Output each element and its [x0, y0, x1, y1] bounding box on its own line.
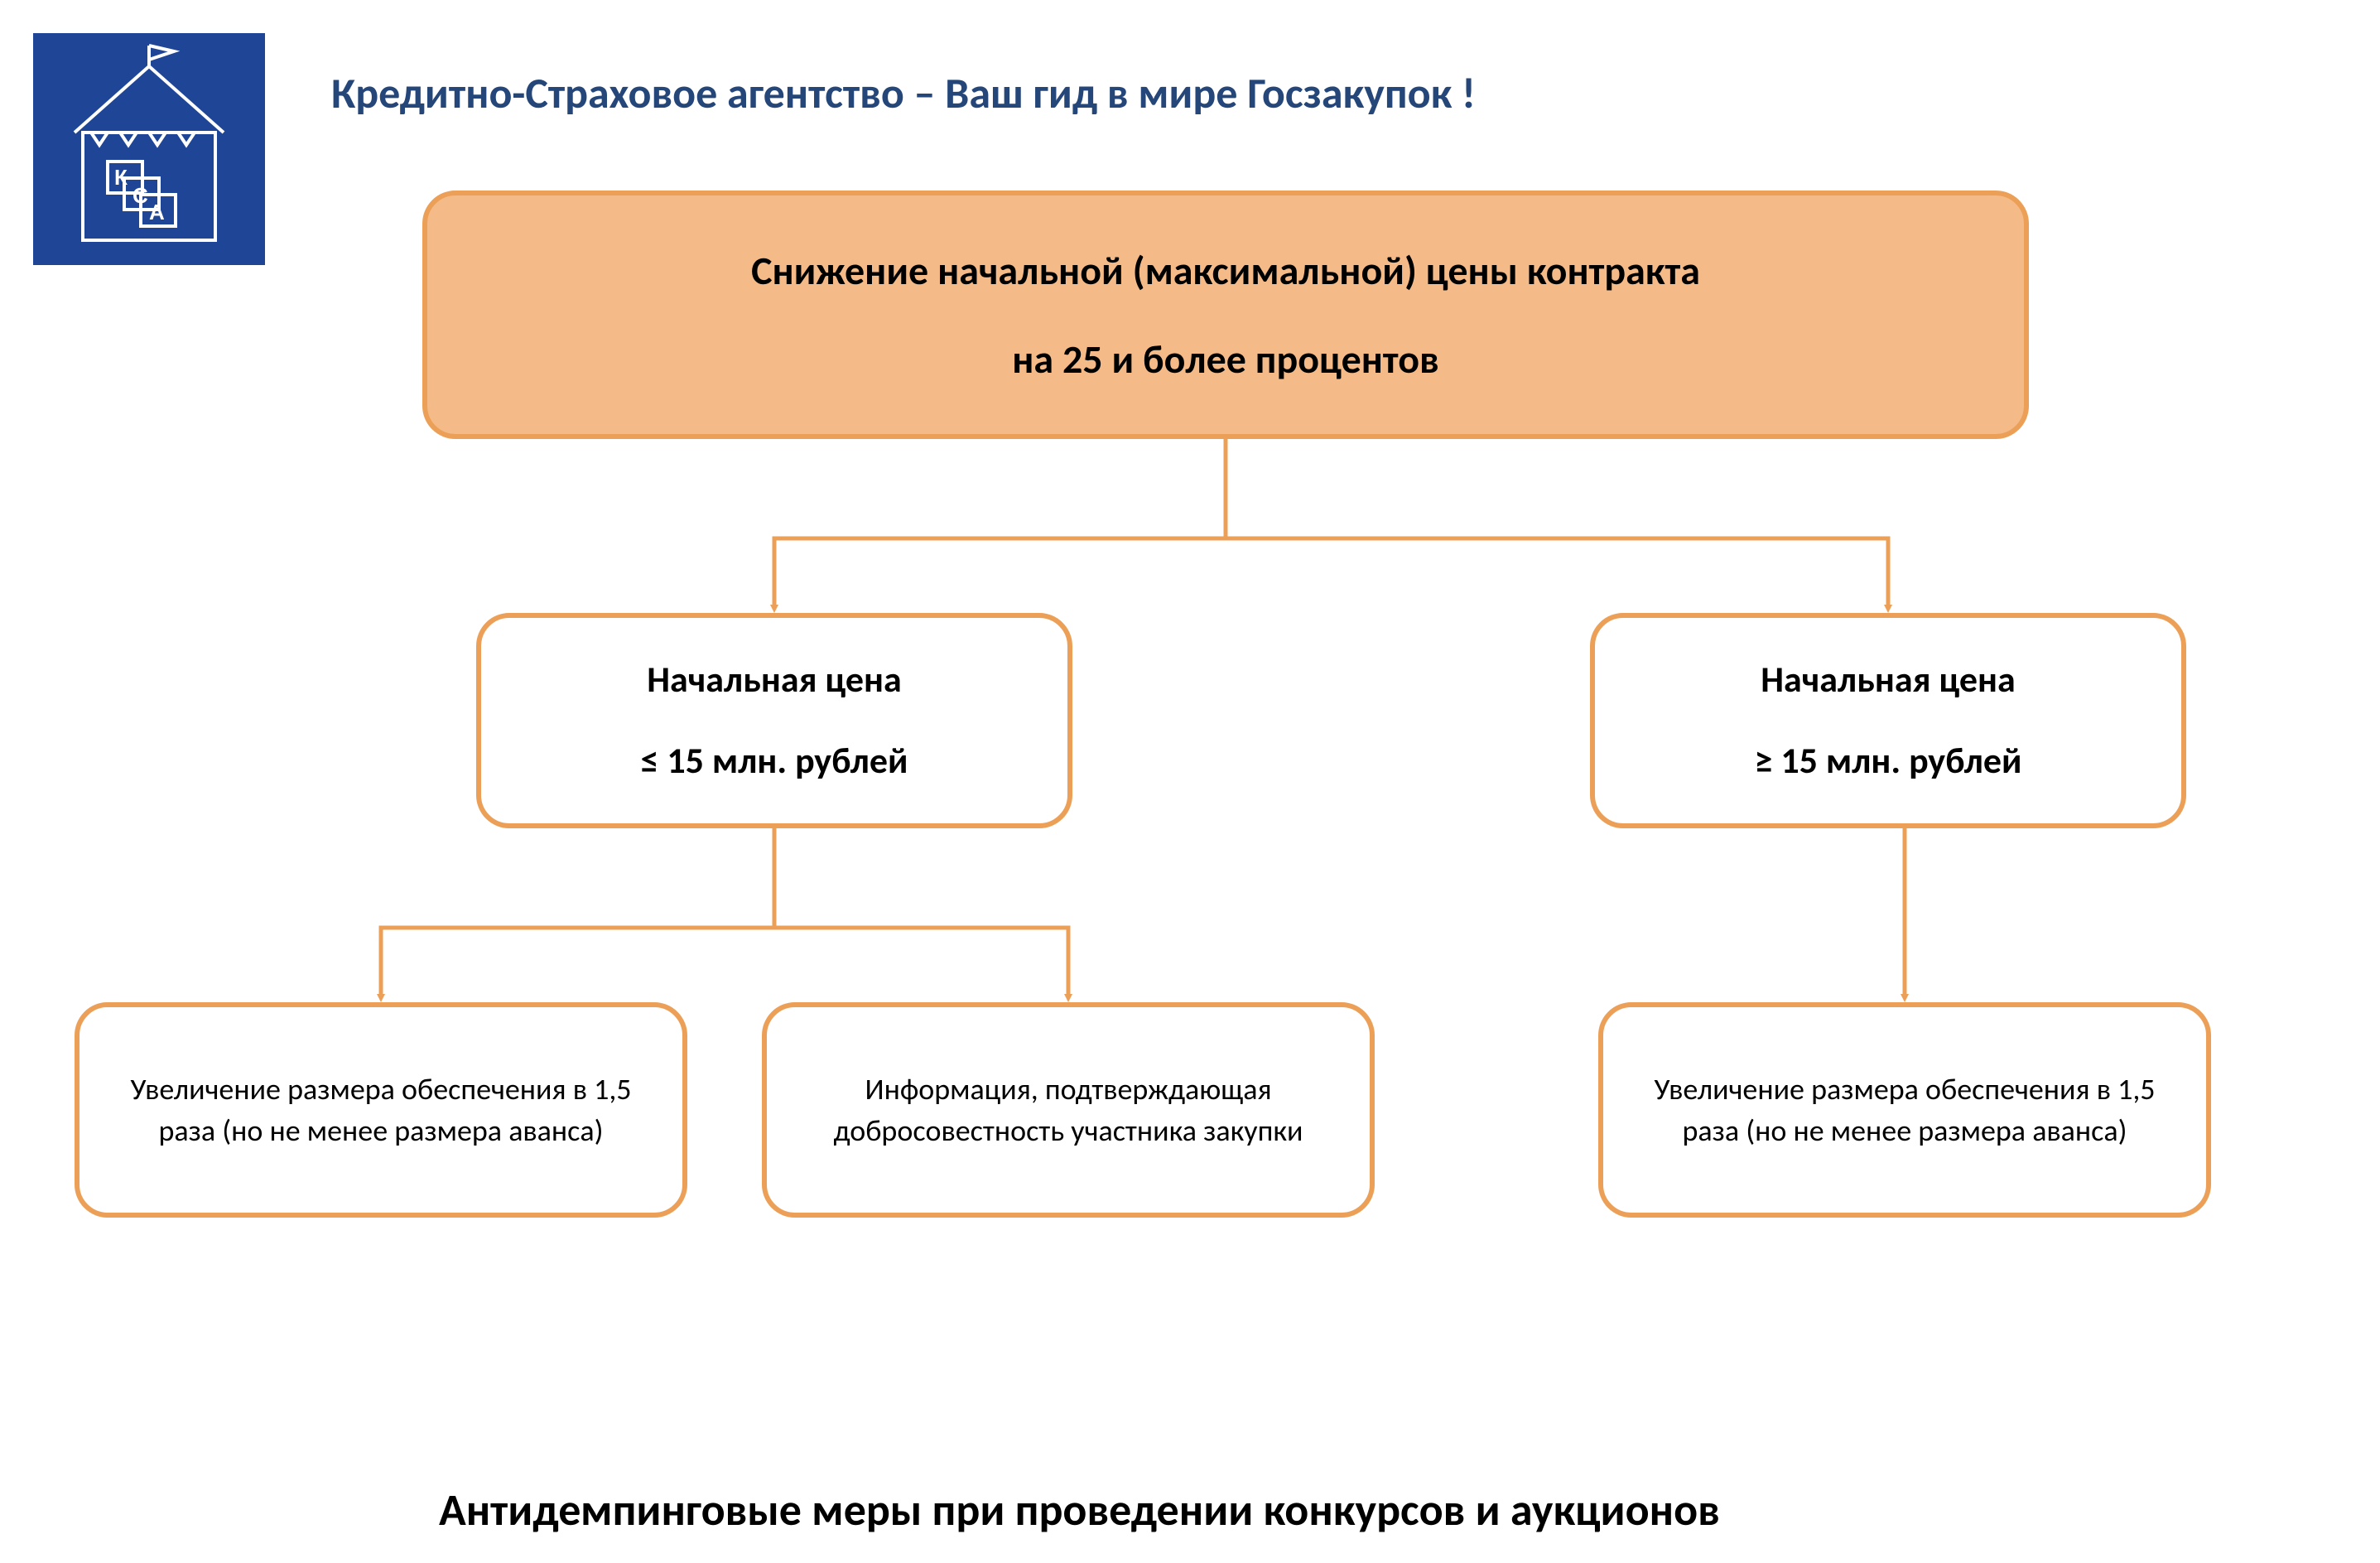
flow-node-bottom-mid: Информация, подтверждающая добросовестно… [762, 1002, 1375, 1218]
flow-node-right-mid: Начальная цена ≥ 15 млн. рублей [1590, 613, 2186, 828]
logo-box: К С А [33, 33, 265, 265]
flow-node-left-mid-line2: ≤ 15 млн. рублей [640, 736, 908, 787]
page-footer-title: Антидемпинговые меры при проведении конк… [439, 1483, 1720, 1537]
logo-icon: К С А [41, 41, 257, 257]
page-header: Кредитно-Страховое агентство – Ваш гид в… [331, 66, 1476, 119]
svg-text:К: К [114, 165, 128, 190]
flow-node-left-mid-line1: Начальная цена [647, 654, 901, 706]
flow-node-top: Снижение начальной (максимальной) цены к… [422, 191, 2029, 439]
flow-node-right-mid-line2: ≥ 15 млн. рублей [1754, 736, 2021, 787]
flow-node-right-mid-line1: Начальная цена [1761, 654, 2015, 706]
flow-node-bottom-right: Увеличение размера обеспечения в 1,5 раз… [1598, 1002, 2211, 1218]
flow-node-top-line2: на 25 и более процентов [1012, 331, 1439, 387]
flow-node-bottom-left: Увеличение размера обеспечения в 1,5 раз… [75, 1002, 687, 1218]
svg-text:С: С [132, 183, 148, 208]
flow-node-bottom-right-text: Увеличение размера обеспечения в 1,5 раз… [1628, 1069, 2181, 1152]
svg-text:А: А [149, 200, 165, 224]
flow-node-left-mid: Начальная цена ≤ 15 млн. рублей [476, 613, 1072, 828]
flow-node-bottom-mid-text: Информация, подтверждающая добросовестно… [792, 1069, 1345, 1152]
flow-node-bottom-left-text: Увеличение размера обеспечения в 1,5 раз… [104, 1069, 658, 1152]
flow-node-top-line1: Снижение начальной (максимальной) цены к… [751, 243, 1700, 298]
